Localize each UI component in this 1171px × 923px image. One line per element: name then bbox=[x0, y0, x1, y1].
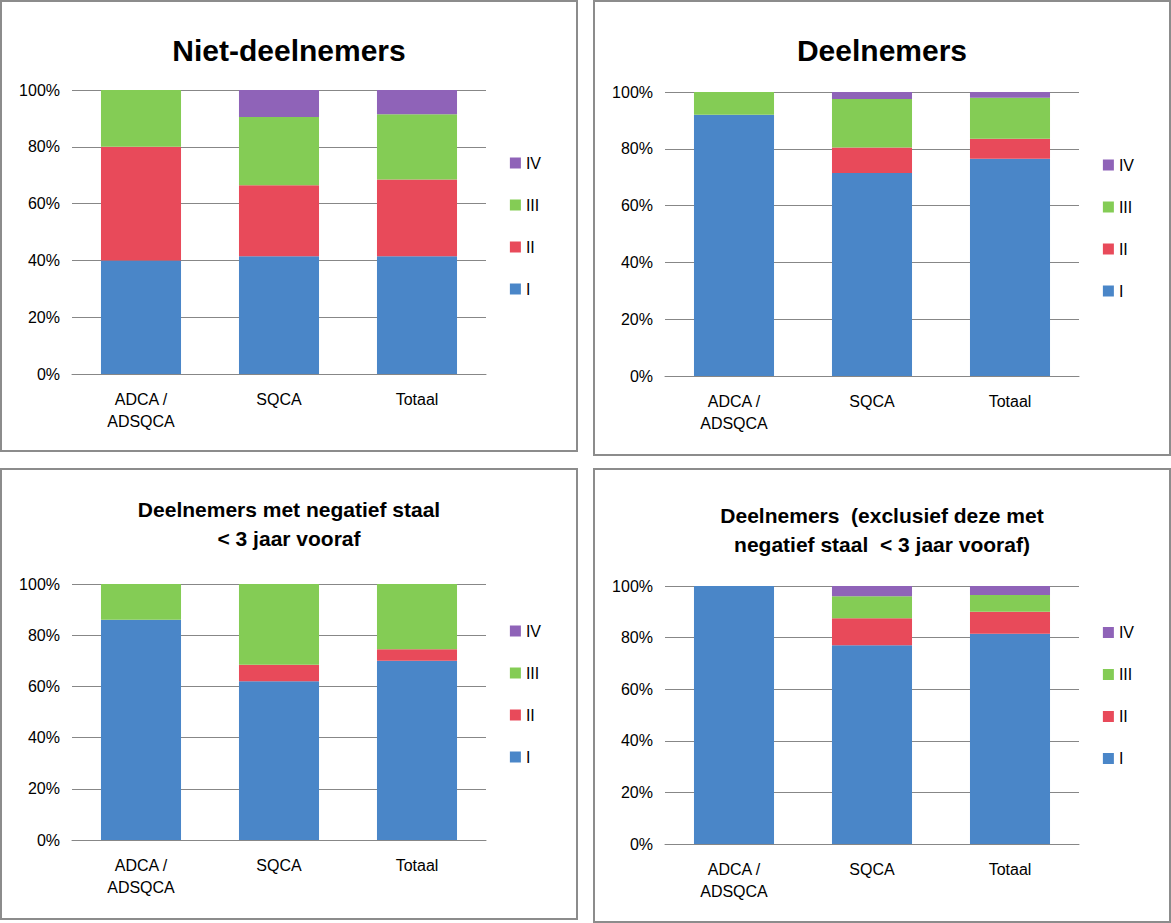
svg-text:80%: 80% bbox=[28, 138, 60, 155]
svg-text:100%: 100% bbox=[19, 82, 60, 99]
svg-text:Deelnemers: Deelnemers bbox=[797, 34, 967, 67]
svg-text:SQCA: SQCA bbox=[849, 393, 895, 410]
svg-text:I: I bbox=[526, 749, 530, 766]
svg-text:III: III bbox=[526, 665, 539, 682]
svg-text:100%: 100% bbox=[612, 84, 653, 101]
svg-text:40%: 40% bbox=[621, 254, 653, 271]
svg-text:SQCA: SQCA bbox=[256, 391, 302, 408]
svg-text:Deelnemers met negatief staal: Deelnemers met negatief staal bbox=[138, 498, 440, 521]
svg-text:ADSQCA: ADSQCA bbox=[700, 883, 768, 900]
svg-text:0%: 0% bbox=[630, 368, 653, 385]
svg-text:SQCA: SQCA bbox=[256, 857, 302, 874]
svg-text:I: I bbox=[1119, 750, 1123, 767]
svg-text:II: II bbox=[526, 239, 535, 256]
svg-text:< 3 jaar vooraf: < 3 jaar vooraf bbox=[218, 527, 362, 550]
svg-text:40%: 40% bbox=[621, 732, 653, 749]
svg-text:40%: 40% bbox=[28, 729, 60, 746]
svg-text:IV: IV bbox=[1119, 157, 1134, 174]
svg-text:I: I bbox=[1119, 283, 1123, 300]
svg-text:I: I bbox=[526, 281, 530, 298]
svg-text:IV: IV bbox=[526, 155, 541, 172]
svg-text:Totaal: Totaal bbox=[396, 857, 439, 874]
svg-text:IV: IV bbox=[1119, 624, 1134, 641]
svg-text:60%: 60% bbox=[621, 681, 653, 698]
svg-text:SQCA: SQCA bbox=[849, 861, 895, 878]
svg-text:ADCA /: ADCA / bbox=[708, 861, 761, 878]
svg-text:IV: IV bbox=[526, 623, 541, 640]
svg-text:ADCA /: ADCA / bbox=[708, 393, 761, 410]
svg-text:ADCA /: ADCA / bbox=[115, 857, 168, 874]
svg-text:Deelnemers (exclusief deze me: Deelnemers (exclusief deze met bbox=[720, 504, 1043, 527]
svg-text:20%: 20% bbox=[621, 784, 653, 801]
svg-text:100%: 100% bbox=[612, 578, 653, 595]
svg-text:ADSQCA: ADSQCA bbox=[700, 415, 768, 432]
svg-text:III: III bbox=[1119, 666, 1132, 683]
svg-text:60%: 60% bbox=[621, 197, 653, 214]
svg-text:40%: 40% bbox=[28, 252, 60, 269]
svg-text:Totaal: Totaal bbox=[989, 393, 1032, 410]
svg-text:Totaal: Totaal bbox=[396, 391, 439, 408]
svg-text:Totaal: Totaal bbox=[989, 861, 1032, 878]
svg-text:60%: 60% bbox=[28, 678, 60, 695]
svg-text:0%: 0% bbox=[37, 366, 60, 383]
svg-text:80%: 80% bbox=[28, 627, 60, 644]
svg-text:0%: 0% bbox=[630, 836, 653, 853]
svg-text:II: II bbox=[1119, 708, 1128, 725]
svg-text:0%: 0% bbox=[37, 832, 60, 849]
svg-text:II: II bbox=[526, 707, 535, 724]
svg-text:80%: 80% bbox=[621, 629, 653, 646]
svg-text:60%: 60% bbox=[28, 195, 60, 212]
svg-text:20%: 20% bbox=[28, 780, 60, 797]
svg-text:20%: 20% bbox=[28, 309, 60, 326]
svg-text:III: III bbox=[1119, 199, 1132, 216]
svg-text:100%: 100% bbox=[19, 576, 60, 593]
svg-text:III: III bbox=[526, 197, 539, 214]
svg-text:20%: 20% bbox=[621, 311, 653, 328]
svg-text:II: II bbox=[1119, 241, 1128, 258]
svg-text:ADSQCA: ADSQCA bbox=[107, 879, 175, 896]
svg-text:ADSQCA: ADSQCA bbox=[107, 413, 175, 430]
svg-text:ADCA /: ADCA / bbox=[115, 391, 168, 408]
svg-text:Niet-deelnemers: Niet-deelnemers bbox=[172, 34, 405, 67]
svg-text:80%: 80% bbox=[621, 140, 653, 157]
svg-text:negatief staal < 3 jaar voora: negatief staal < 3 jaar vooraf) bbox=[734, 533, 1030, 556]
